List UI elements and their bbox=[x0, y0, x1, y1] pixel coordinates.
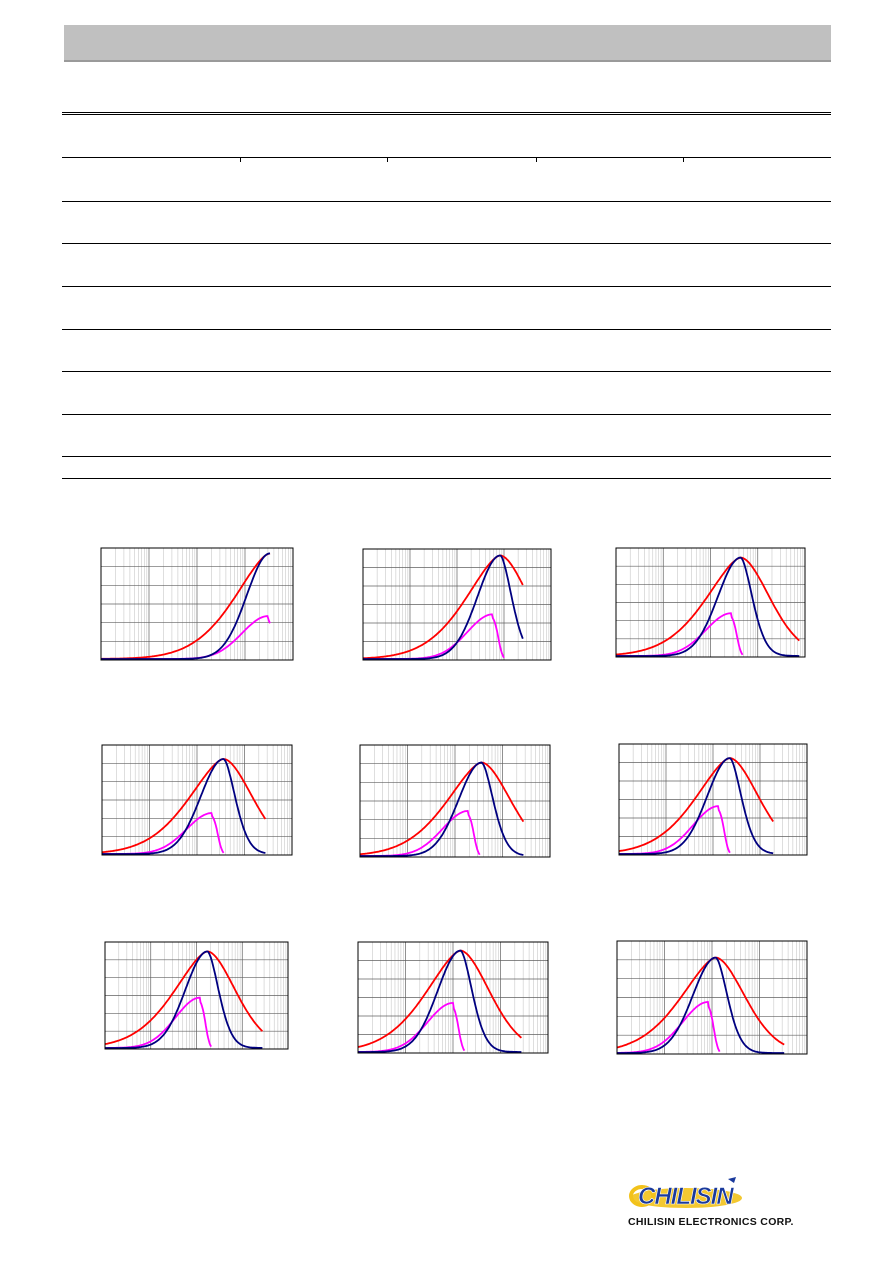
resistance-curve bbox=[101, 552, 271, 660]
impedance-curve bbox=[615, 556, 800, 656]
impedance-curve bbox=[616, 956, 785, 1049]
table-top-rule bbox=[62, 112, 831, 115]
major-gridlines bbox=[102, 745, 292, 855]
plot-frame bbox=[362, 548, 552, 661]
table-row-rule bbox=[62, 371, 831, 372]
column-tick bbox=[387, 157, 388, 162]
table-row-rule bbox=[62, 201, 831, 202]
chilisin-logo: CHILISIN bbox=[624, 1176, 824, 1236]
resistance-curve bbox=[619, 757, 774, 855]
major-gridlines bbox=[101, 548, 293, 660]
resistance-curve bbox=[616, 556, 800, 657]
header-bar bbox=[64, 25, 831, 62]
impedance-chart bbox=[104, 941, 289, 1050]
impedance-chart bbox=[359, 744, 551, 858]
impedance-curve bbox=[357, 949, 522, 1048]
plot-frame bbox=[100, 547, 294, 661]
resistance-curve bbox=[360, 761, 524, 857]
impedance-chart bbox=[616, 940, 808, 1055]
impedance-chart bbox=[101, 744, 293, 856]
plot-frame bbox=[618, 743, 808, 856]
plot-frame bbox=[616, 940, 808, 1055]
resistance-curve bbox=[105, 950, 263, 1049]
plot-frame bbox=[357, 941, 549, 1054]
plot-frame bbox=[615, 547, 806, 658]
resistance-curve bbox=[358, 949, 522, 1053]
impedance-curve bbox=[104, 950, 264, 1045]
column-tick bbox=[683, 157, 684, 162]
column-tick bbox=[536, 157, 537, 162]
table-bottom-rule bbox=[62, 478, 831, 479]
major-gridlines bbox=[616, 548, 805, 657]
major-gridlines bbox=[360, 745, 550, 857]
major-gridlines bbox=[358, 942, 548, 1053]
resistance-curve bbox=[363, 554, 524, 660]
table-row-rule bbox=[62, 243, 831, 244]
table-row-rule bbox=[62, 456, 831, 457]
plot-frame bbox=[359, 744, 551, 858]
resistance-curve bbox=[617, 956, 785, 1054]
table-row-rule bbox=[62, 329, 831, 330]
table-row-rule bbox=[62, 286, 831, 287]
plot-frame bbox=[104, 941, 289, 1050]
table-row-rule bbox=[62, 414, 831, 415]
company-name: CHILISIN ELECTRONICS CORP. bbox=[628, 1216, 794, 1228]
impedance-chart bbox=[357, 941, 549, 1054]
impedance-chart bbox=[362, 548, 552, 661]
impedance-curve bbox=[618, 757, 774, 852]
impedance-curve bbox=[101, 758, 267, 854]
spec-table bbox=[62, 112, 831, 482]
svg-text:CHILISIN: CHILISIN bbox=[638, 1183, 734, 1210]
impedance-chart bbox=[100, 547, 294, 661]
major-gridlines bbox=[619, 744, 807, 855]
impedance-chart bbox=[618, 743, 808, 856]
impedance-curve bbox=[359, 761, 525, 856]
table-row-rule bbox=[62, 157, 831, 158]
resistance-curve bbox=[102, 758, 266, 855]
plot-frame bbox=[101, 744, 293, 856]
column-tick bbox=[240, 157, 241, 162]
impedance-chart bbox=[615, 547, 806, 658]
